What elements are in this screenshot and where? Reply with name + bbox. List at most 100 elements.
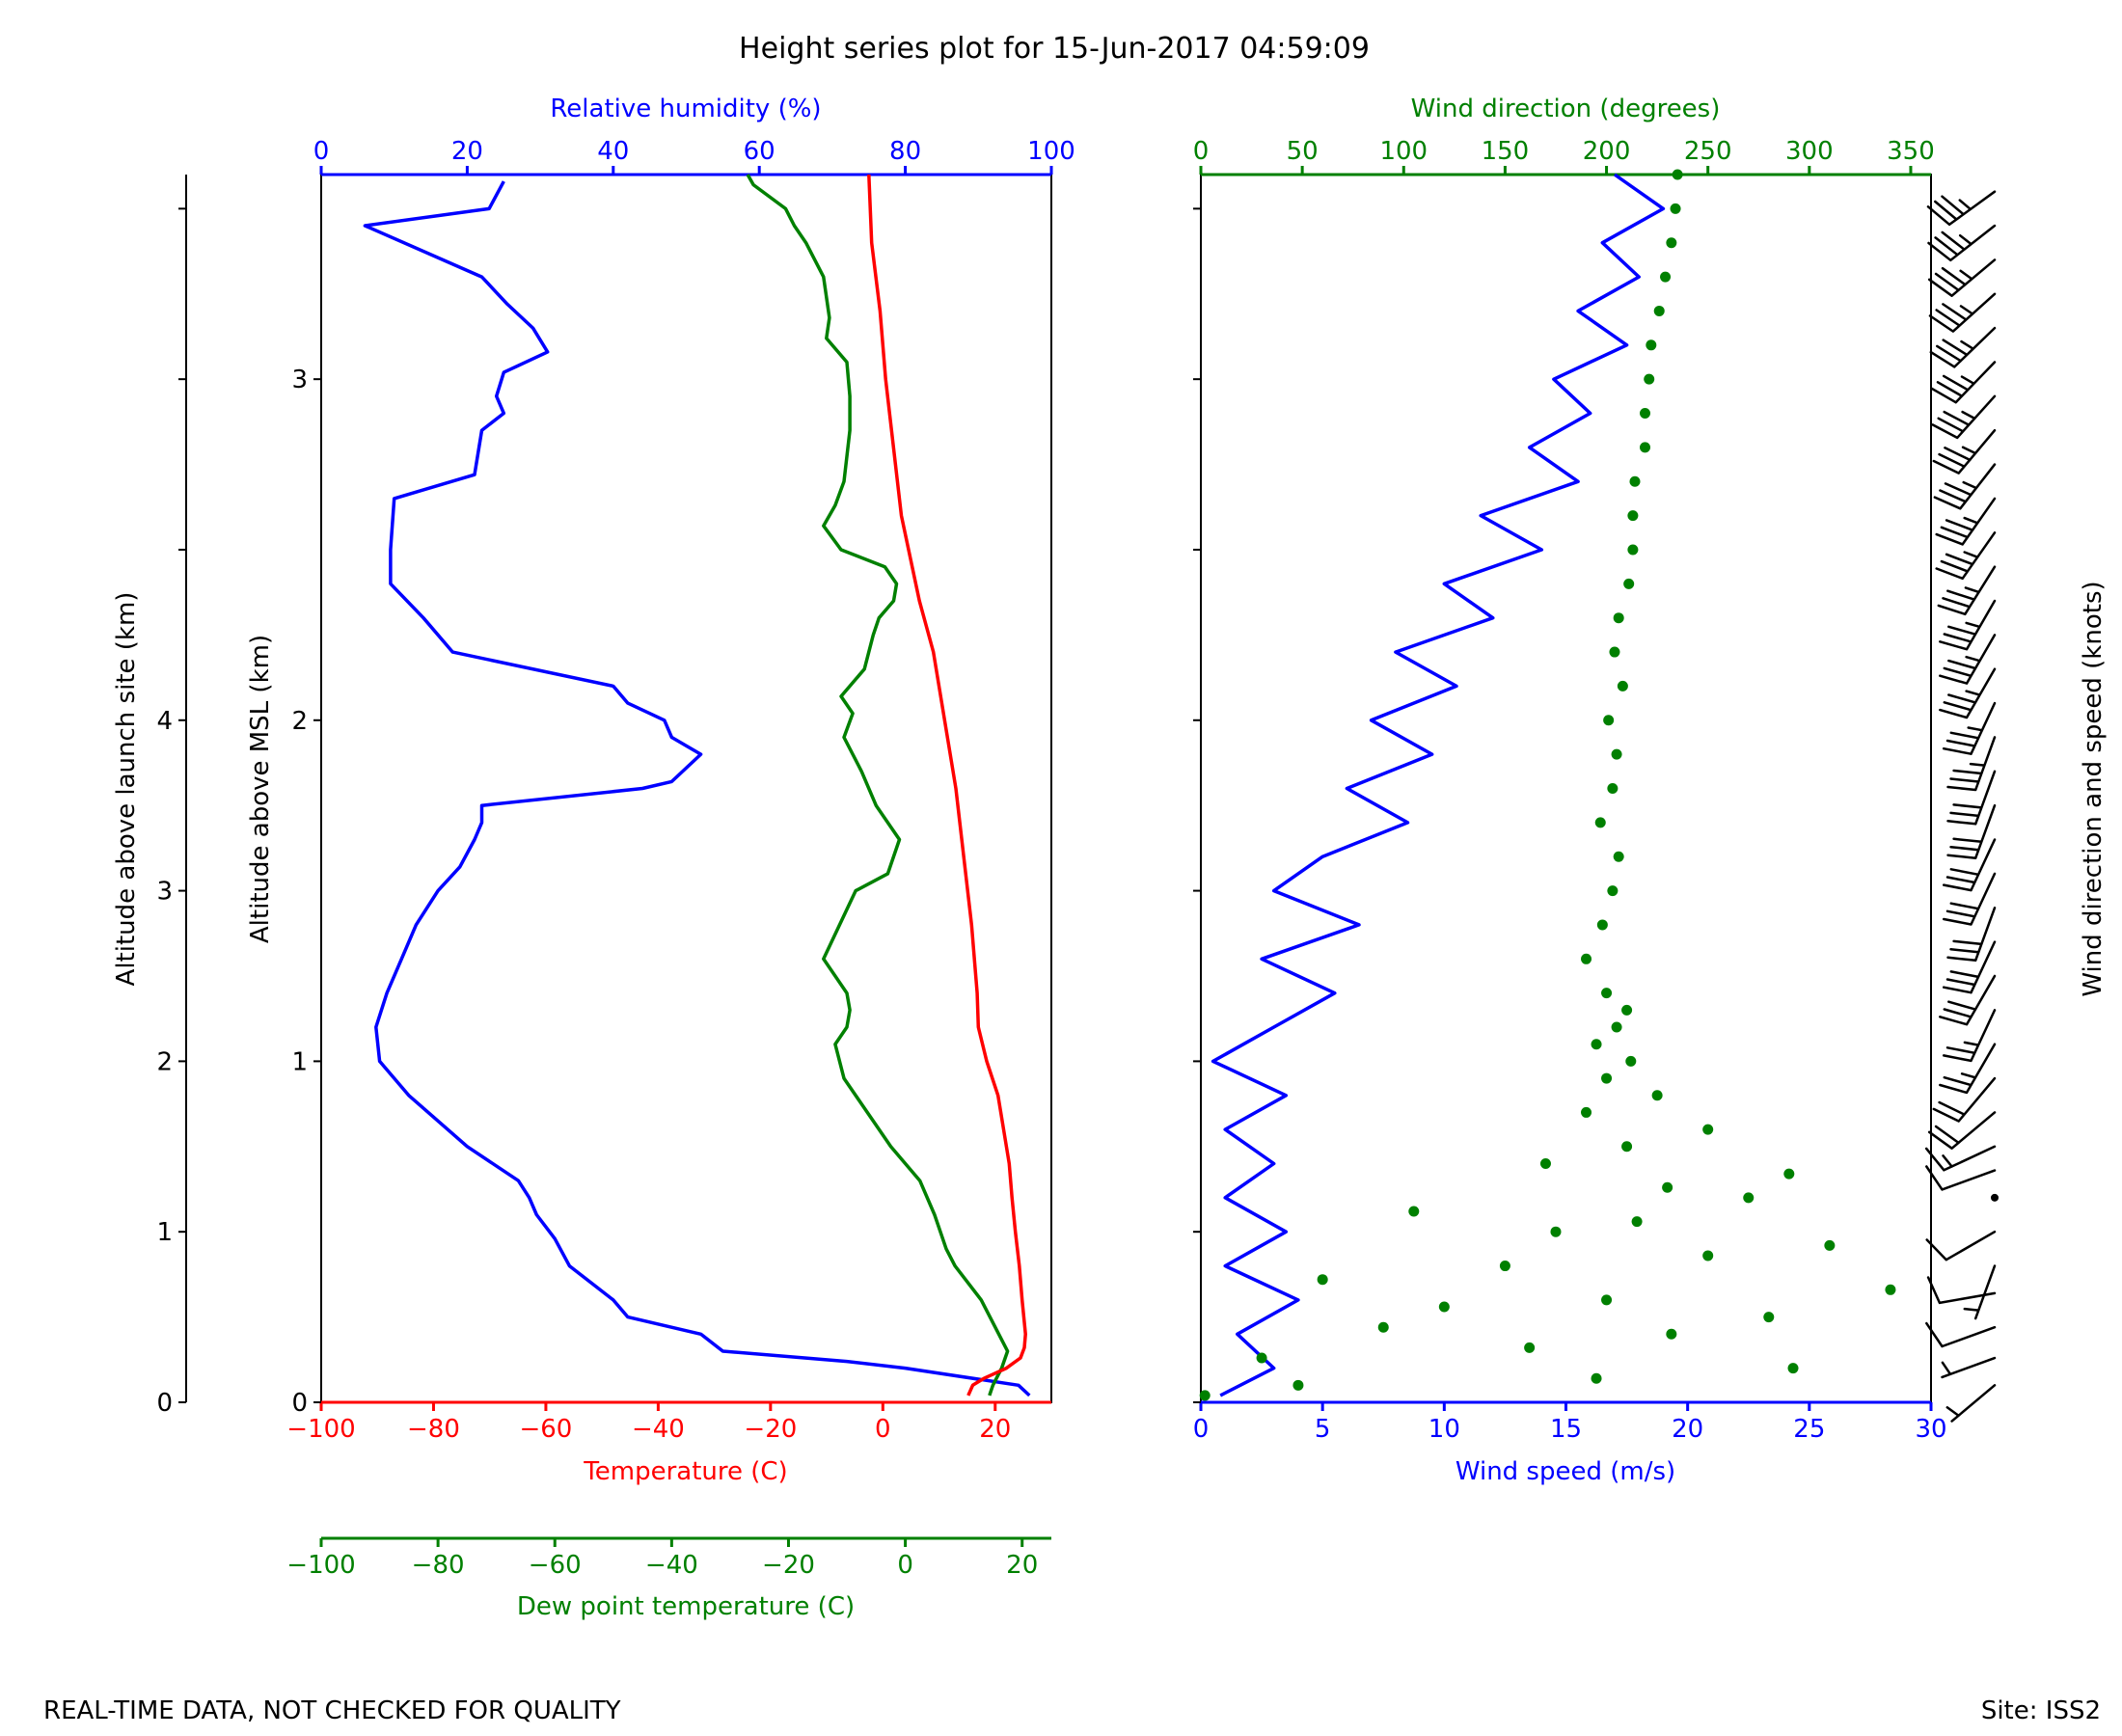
wind-direction-axis-label: Wind direction (degrees) xyxy=(1411,95,1721,123)
wind-direction-point xyxy=(1601,988,1613,999)
wind-speed-ticks: 0 5 10 15 20 25 30 xyxy=(1193,1402,1947,1444)
wind-direction-point xyxy=(1646,339,1657,351)
wind-direction-point xyxy=(1581,953,1592,964)
wind-direction-point xyxy=(1607,885,1619,897)
dewpoint-axis-label: Dew point temperature (C) xyxy=(517,1592,855,1621)
wind-direction-point xyxy=(1662,1181,1673,1193)
wind-direction-point xyxy=(1594,817,1606,828)
wind-direction-point xyxy=(1377,1321,1389,1333)
wind-barb xyxy=(1939,599,1997,651)
wind-barb xyxy=(1942,1009,1997,1063)
wind-barb xyxy=(1932,428,1997,475)
msl-ticks: 0 1 2 3 xyxy=(291,366,321,1418)
wind-direction-tick-label: 0 xyxy=(1193,137,1210,166)
wind-barb xyxy=(1945,1384,1997,1423)
wind-direction-point xyxy=(1539,1157,1551,1169)
wind-direction-tick-label: 350 xyxy=(1887,137,1935,166)
wind-direction-point xyxy=(1666,1328,1677,1340)
wind-barb xyxy=(1963,1264,1997,1320)
wind-direction-point xyxy=(1787,1363,1799,1374)
temperature-tick-label: −100 xyxy=(286,1415,355,1444)
wind-direction-point xyxy=(1629,475,1641,487)
wind-direction-point xyxy=(1651,1090,1663,1101)
wind-direction-point xyxy=(1644,373,1655,385)
wind-barb xyxy=(1925,1321,1997,1348)
wind-barb xyxy=(1939,634,1997,685)
wind-barb xyxy=(1946,803,1997,859)
humidity-ticks: 0 20 40 60 80 100 xyxy=(313,137,1075,175)
wind-barb xyxy=(1942,940,1997,994)
dewpoint-tick-label: 0 xyxy=(897,1551,913,1580)
wind-direction-point xyxy=(1607,783,1619,794)
wind-direction-point xyxy=(1524,1342,1536,1353)
agl-tick-label: 4 xyxy=(156,707,173,736)
wind-speed-tick-label: 25 xyxy=(1793,1415,1825,1444)
wind-barb xyxy=(1926,1276,1997,1305)
wind-direction-point xyxy=(1601,1072,1613,1084)
dewpoint-tick-label: −80 xyxy=(412,1551,465,1580)
wind-direction-point xyxy=(1292,1379,1304,1391)
agl-tick-label: 3 xyxy=(156,878,173,907)
wind-direction-point xyxy=(1824,1239,1836,1251)
wind-speed-tick-label: 0 xyxy=(1193,1415,1210,1444)
wind-direction-point xyxy=(1640,408,1651,420)
wind-direction-ticks: 0 50 100 150 200 250 300 350 xyxy=(1193,137,1935,175)
wind-direction-point xyxy=(1763,1312,1775,1323)
temperature-ticks: −100 −80 −60 −40 −20 0 20 xyxy=(286,1402,1011,1444)
temperature-tick-label: −20 xyxy=(744,1415,797,1444)
wind-barb xyxy=(1924,1145,1997,1172)
wind-direction-point xyxy=(1256,1352,1267,1364)
wind-direction-point xyxy=(1601,1294,1613,1306)
wind-barb-calm xyxy=(1991,1193,1999,1202)
humidity-tick-label: 40 xyxy=(597,137,629,166)
wind-direction-point xyxy=(1611,748,1622,760)
wind-barb xyxy=(1935,497,1997,546)
chart-title: Height series plot for 15-Jun-2017 04:59… xyxy=(739,32,1370,66)
wind-barb xyxy=(1935,531,1997,581)
wind-direction-point xyxy=(1613,851,1624,862)
wind-direction-tick-label: 300 xyxy=(1785,137,1834,166)
thermo-panel: Relative humidity (%) 0 20 40 60 80 100 Tempe… xyxy=(112,95,1075,1621)
wind-barb xyxy=(1927,258,1997,297)
wind-direction-point xyxy=(1627,544,1639,556)
temperature-tick-label: −40 xyxy=(632,1415,685,1444)
msl-tick-label: 0 xyxy=(291,1389,308,1418)
humidity-tick-label: 80 xyxy=(889,137,921,166)
temperature-tick-label: −80 xyxy=(407,1415,460,1444)
wind-barb xyxy=(1927,224,1997,262)
wind-barb xyxy=(1946,907,1997,963)
agl-axis-label: Altitude above launch site (km) xyxy=(112,592,141,987)
agl-tick-label: 1 xyxy=(156,1218,173,1247)
wind-speed-tick-label: 20 xyxy=(1672,1415,1703,1444)
wind-speed-tick-label: 15 xyxy=(1550,1415,1582,1444)
wind-direction-point xyxy=(1653,305,1665,316)
wind-barb xyxy=(1946,736,1997,792)
wind-direction-point xyxy=(1672,169,1683,180)
dewpoint-tick-label: −40 xyxy=(645,1551,698,1580)
temperature-axis-label: Temperature (C) xyxy=(583,1457,787,1486)
temperature-series-line xyxy=(867,174,1027,1397)
wind-direction-point xyxy=(1438,1301,1450,1313)
wind-barb xyxy=(1942,701,1997,755)
wind-direction-point xyxy=(1603,715,1615,726)
wind-y-ticks xyxy=(1193,207,1201,1403)
wind-speed-tick-label: 5 xyxy=(1315,1415,1331,1444)
dewpoint-ticks: −100 −80 −60 −40 −20 0 20 xyxy=(286,1538,1038,1580)
wind-barb xyxy=(1941,1356,1997,1379)
wind-panel: Wind direction (degrees) 0 50 100 150 200 250… xyxy=(1193,95,2108,1486)
wind-barb xyxy=(1927,1111,1997,1150)
wind-direction-point xyxy=(1596,919,1608,931)
wind-direction-point xyxy=(1591,1372,1602,1384)
thermo-plot-frame xyxy=(320,174,1052,1403)
wind-speed-tick-label: 30 xyxy=(1915,1415,1946,1444)
dewpoint-tick-label: −60 xyxy=(529,1551,582,1580)
dewpoint-tick-label: −100 xyxy=(286,1551,355,1580)
wind-direction-point xyxy=(1625,1055,1637,1067)
humidity-tick-label: 100 xyxy=(1027,137,1075,166)
wind-barb xyxy=(1939,1043,1997,1095)
wind-direction-point xyxy=(1317,1274,1328,1286)
wind-barb xyxy=(1931,394,1997,440)
wind-direction-point xyxy=(1660,271,1672,283)
wind-direction-point xyxy=(1617,680,1628,692)
footer-site: Site: ISS2 xyxy=(1981,1696,2101,1725)
